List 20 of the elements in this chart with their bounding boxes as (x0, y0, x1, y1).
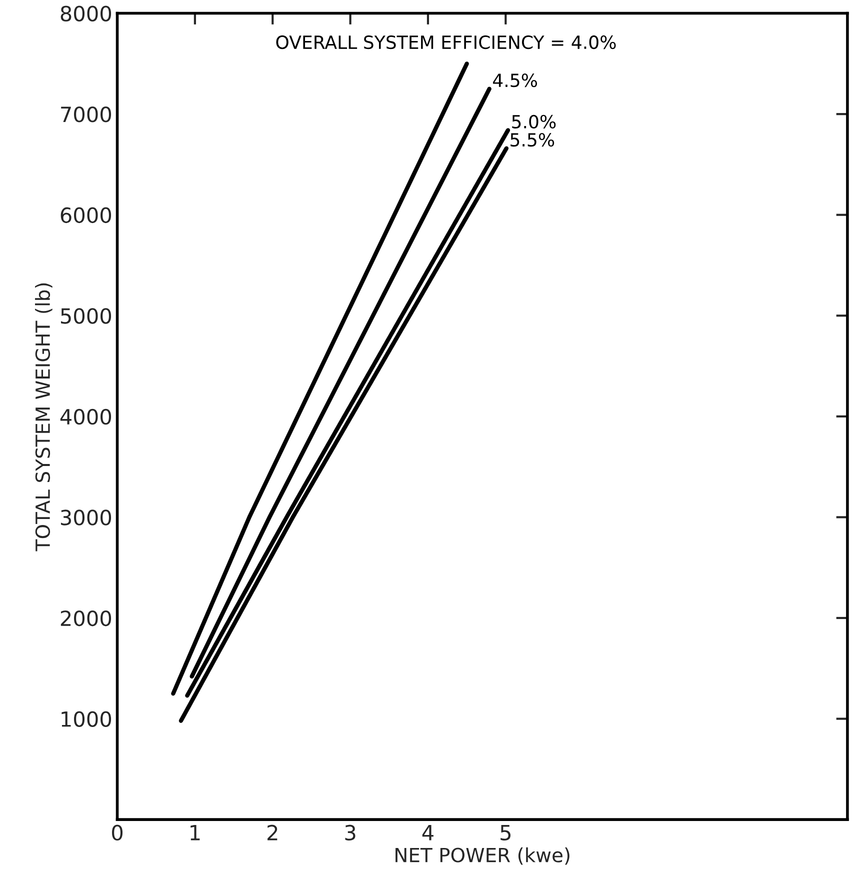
y-tick-label: 6000 (60, 207, 112, 224)
series-label: 5.0% (512, 114, 556, 128)
y-tick-label: 5000 (61, 308, 112, 324)
x-tick-label: 5 (500, 825, 510, 841)
series-label: OVERALL SYSTEM EFFICIENCY = 4.0% (276, 35, 616, 50)
x-tick-label: 4 (422, 825, 434, 840)
series-label: 5.5% (510, 132, 554, 147)
x-tick-label: 1 (190, 825, 200, 840)
x-tick-label: 0 (112, 824, 123, 841)
x-axis-title: NET POWER (kwe) (396, 847, 570, 865)
y-tick-label: 8000 (60, 6, 112, 22)
y-axis-title: TOTAL SYSTEM WEIGHT (lb) (35, 283, 52, 552)
x-tick-label: 2 (268, 824, 278, 840)
y-tick-label: 2000 (60, 610, 112, 626)
y-tick-label: 1000 (62, 711, 112, 727)
y-tick-label: 7000 (61, 106, 112, 122)
x-tick-label: 3 (345, 824, 356, 841)
series-label: 4.5% (493, 74, 537, 88)
y-tick-label: 4000 (60, 408, 112, 425)
y-tick-label: 3000 (60, 510, 112, 526)
